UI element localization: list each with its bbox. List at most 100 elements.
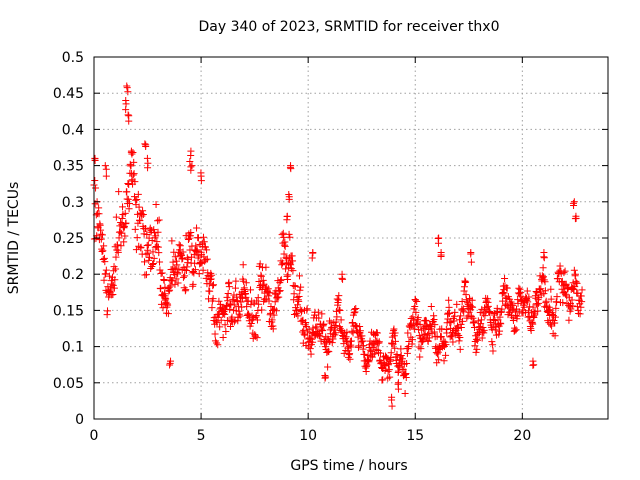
data-point xyxy=(571,270,579,278)
data-point xyxy=(500,289,508,297)
data-point xyxy=(124,180,132,188)
data-point xyxy=(213,339,221,347)
data-point xyxy=(458,297,466,305)
data-point xyxy=(553,293,561,301)
data-point xyxy=(98,247,106,255)
data-point xyxy=(496,313,504,321)
data-point xyxy=(403,349,411,357)
y-tick-label: 0.5 xyxy=(62,50,84,66)
data-point xyxy=(534,307,542,315)
data-point xyxy=(570,266,578,274)
data-point xyxy=(166,361,174,369)
data-point xyxy=(361,350,369,358)
data-point xyxy=(474,330,482,338)
data-point xyxy=(572,279,580,287)
data-point xyxy=(414,314,422,322)
data-point xyxy=(214,341,222,349)
data-point xyxy=(206,287,214,295)
data-point xyxy=(440,357,448,365)
data-point xyxy=(467,313,475,321)
data-point xyxy=(422,316,430,324)
data-point xyxy=(117,218,125,226)
data-point xyxy=(136,217,144,225)
data-point xyxy=(351,321,359,329)
data-point xyxy=(161,296,169,304)
data-point xyxy=(460,308,468,316)
data-point xyxy=(154,228,162,236)
data-point xyxy=(551,313,559,321)
data-point xyxy=(496,327,504,335)
data-point xyxy=(451,308,459,316)
data-point xyxy=(489,341,497,349)
data-point xyxy=(183,263,191,271)
data-point xyxy=(222,327,230,335)
data-point xyxy=(376,349,384,357)
data-point xyxy=(166,286,174,294)
data-point xyxy=(554,275,562,283)
data-point xyxy=(498,305,506,313)
data-point xyxy=(434,239,442,247)
data-point xyxy=(499,297,507,305)
data-point xyxy=(139,207,147,215)
data-point xyxy=(179,254,187,262)
y-tick-label: 0 xyxy=(75,412,84,428)
data-point xyxy=(131,178,139,186)
data-point xyxy=(430,315,438,323)
data-point xyxy=(474,336,482,344)
x-tick-label: 20 xyxy=(513,428,531,444)
data-point xyxy=(182,286,190,294)
data-point xyxy=(242,293,250,301)
x-tick-label: 15 xyxy=(406,428,424,444)
data-point xyxy=(242,279,250,287)
data-point xyxy=(491,316,499,324)
data-point xyxy=(133,234,141,242)
data-point xyxy=(209,295,217,303)
y-tick-label: 0.25 xyxy=(53,231,84,247)
x-axis-label: GPS time / hours xyxy=(290,458,407,474)
data-point xyxy=(347,343,355,351)
data-point xyxy=(190,269,198,277)
data-point xyxy=(236,312,244,320)
data-point xyxy=(171,253,179,261)
data-point xyxy=(115,188,123,196)
data-point xyxy=(457,324,465,332)
data-point xyxy=(562,280,570,288)
data-point xyxy=(145,256,153,264)
data-point xyxy=(455,337,463,345)
data-point xyxy=(391,329,399,337)
data-point xyxy=(200,238,208,246)
data-point xyxy=(275,287,283,295)
data-point xyxy=(169,258,177,266)
data-point xyxy=(122,106,130,114)
data-point xyxy=(459,317,467,325)
data-point xyxy=(259,276,267,284)
data-point xyxy=(339,275,347,283)
data-point xyxy=(467,258,475,266)
data-point xyxy=(247,286,255,294)
data-point xyxy=(269,325,277,333)
data-point xyxy=(117,242,125,250)
data-point xyxy=(124,88,132,96)
data-point xyxy=(186,158,194,166)
data-point xyxy=(224,289,232,297)
x-tick-label: 10 xyxy=(299,428,317,444)
data-point xyxy=(457,312,465,320)
data-point xyxy=(307,350,315,358)
data-point xyxy=(275,293,283,301)
data-point xyxy=(529,303,537,311)
data-point xyxy=(483,303,491,311)
data-point xyxy=(453,300,461,308)
data-point xyxy=(412,308,420,316)
data-point xyxy=(409,313,417,321)
data-point xyxy=(280,233,288,241)
data-point xyxy=(206,276,214,284)
data-point xyxy=(272,307,280,315)
data-point xyxy=(454,324,462,332)
data-point xyxy=(524,307,532,315)
data-point xyxy=(578,298,586,306)
data-point xyxy=(386,373,394,381)
data-point xyxy=(276,287,284,295)
data-point xyxy=(231,284,239,292)
data-point xyxy=(343,328,351,336)
data-point xyxy=(547,295,555,303)
